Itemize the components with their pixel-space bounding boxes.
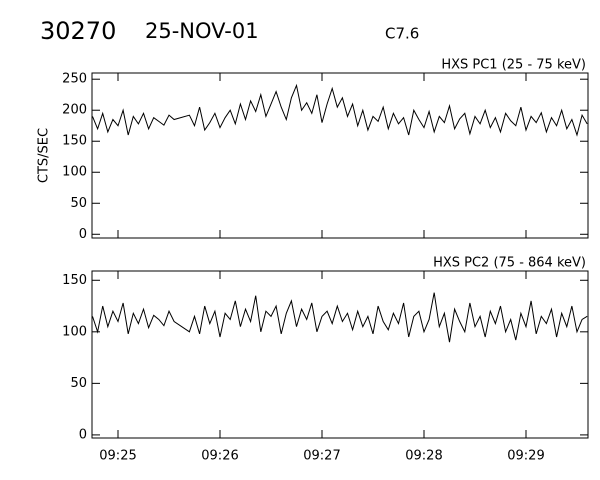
y-tick-label: 150 (62, 273, 87, 288)
x-tick-label: 09:29 (507, 449, 544, 464)
x-tick-label: 09:26 (201, 449, 238, 464)
panel-title: HXS PC2 (75 - 864 keV) (433, 256, 586, 271)
x-tick-label: 09:27 (303, 449, 340, 464)
y-tick-label: 250 (62, 72, 87, 87)
x-tick-label: 09:28 (405, 449, 442, 464)
header-id: 30270 (40, 17, 116, 45)
y-tick-label: 150 (62, 134, 87, 149)
panel-title: HXS PC1 (25 - 75 keV) (441, 58, 586, 73)
y-axis-label: CTS/SEC (37, 128, 52, 183)
y-tick-label: 0 (79, 427, 87, 442)
plot-frame (91, 72, 589, 239)
y-tick-label: 50 (70, 376, 87, 391)
y-tick-label: 100 (62, 165, 87, 180)
y-tick-label: 0 (79, 227, 87, 242)
data-line (92, 292, 588, 343)
data-line (92, 83, 588, 137)
plot-frame (91, 270, 589, 439)
y-tick-label: 50 (70, 196, 87, 211)
y-tick-label: 100 (62, 324, 87, 339)
y-tick-label: 200 (62, 103, 87, 118)
header-class: C7.6 (385, 25, 419, 43)
x-tick-label: 09:25 (99, 449, 136, 464)
header-date: 25-NOV-01 (145, 19, 259, 43)
